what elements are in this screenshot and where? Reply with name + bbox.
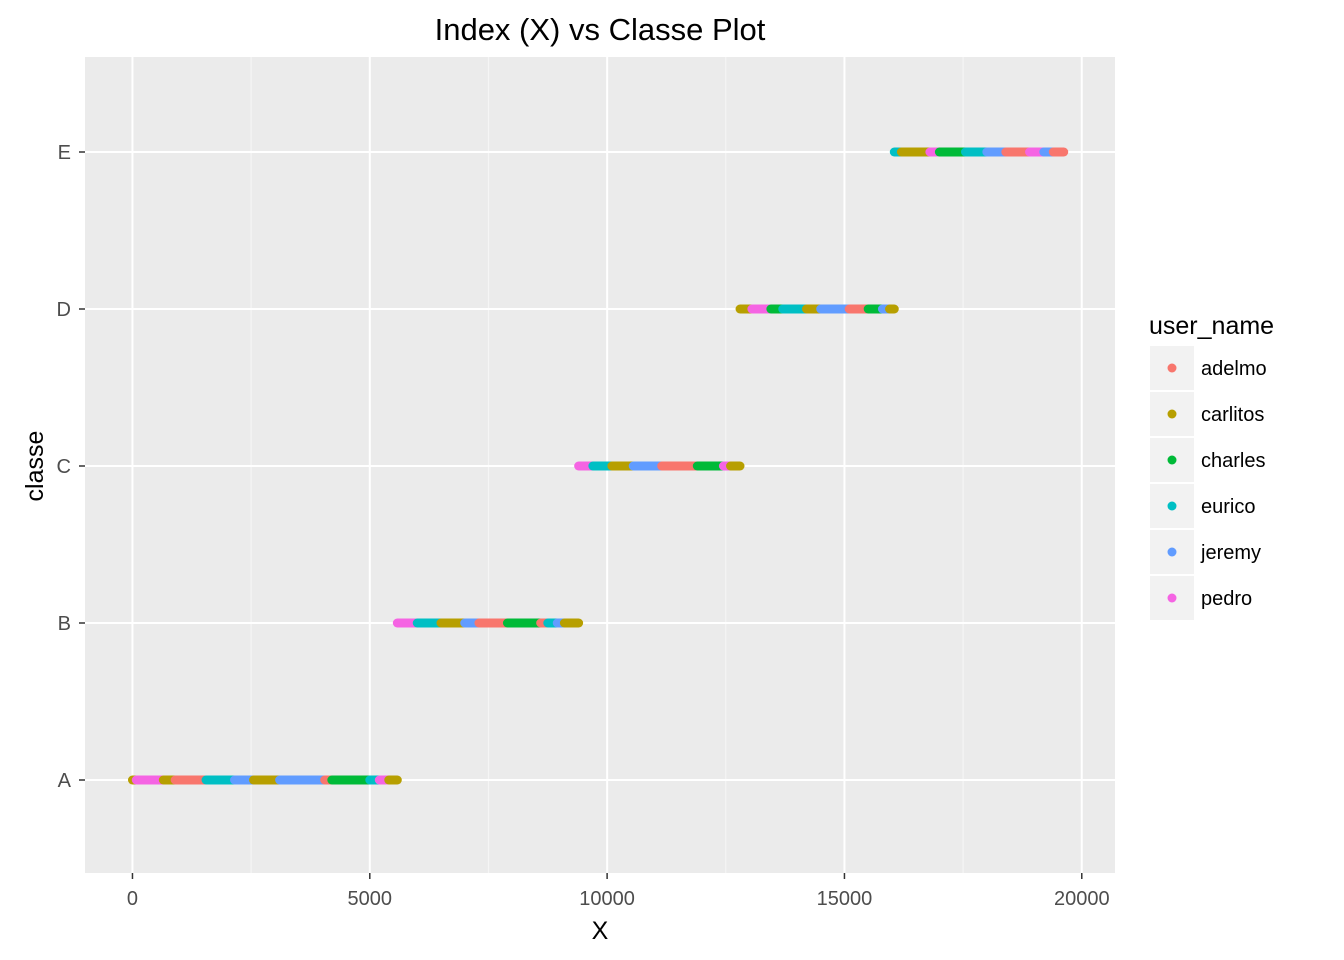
legend-label: pedro — [1201, 588, 1252, 610]
legend-swatch-carlitos — [1167, 409, 1177, 419]
legend-title: user_name — [1149, 312, 1274, 340]
legend-swatch-pedro — [1167, 593, 1177, 603]
x-tick-label: 20000 — [1054, 888, 1110, 910]
x-axis: 0 5000 10000 15000 20000 — [127, 873, 1110, 910]
x-tick-label: 10000 — [579, 888, 635, 910]
y-tick-label: A — [58, 770, 72, 792]
legend-label: charles — [1201, 450, 1265, 472]
x-axis-title: X — [592, 917, 609, 945]
y-tick-label: C — [57, 456, 71, 478]
data-marks — [127, 147, 1069, 785]
legend-swatch-jeremy — [1167, 547, 1177, 557]
legend-label: jeremy — [1200, 542, 1261, 564]
y-axis: A B C D E — [57, 142, 85, 792]
y-tick-label: E — [58, 142, 71, 164]
chart-title: Index (X) vs Classe Plot — [435, 12, 766, 47]
legend-label: carlitos — [1201, 404, 1264, 426]
y-axis-title: classe — [21, 431, 49, 502]
legend-label: adelmo — [1201, 358, 1267, 380]
y-tick-label: B — [58, 613, 71, 635]
grid-major — [85, 57, 1115, 873]
legend-label: eurico — [1201, 496, 1255, 518]
y-tick-label: D — [57, 299, 71, 321]
legend-swatch-adelmo — [1167, 363, 1177, 373]
x-tick-label: 0 — [127, 888, 138, 910]
x-tick-label: 5000 — [348, 888, 393, 910]
legend: user_name adelmo carlitos charles eurico jer… — [1149, 312, 1274, 620]
legend-swatch-eurico — [1167, 501, 1177, 511]
legend-swatch-charles — [1167, 455, 1177, 465]
x-tick-label: 15000 — [817, 888, 873, 910]
